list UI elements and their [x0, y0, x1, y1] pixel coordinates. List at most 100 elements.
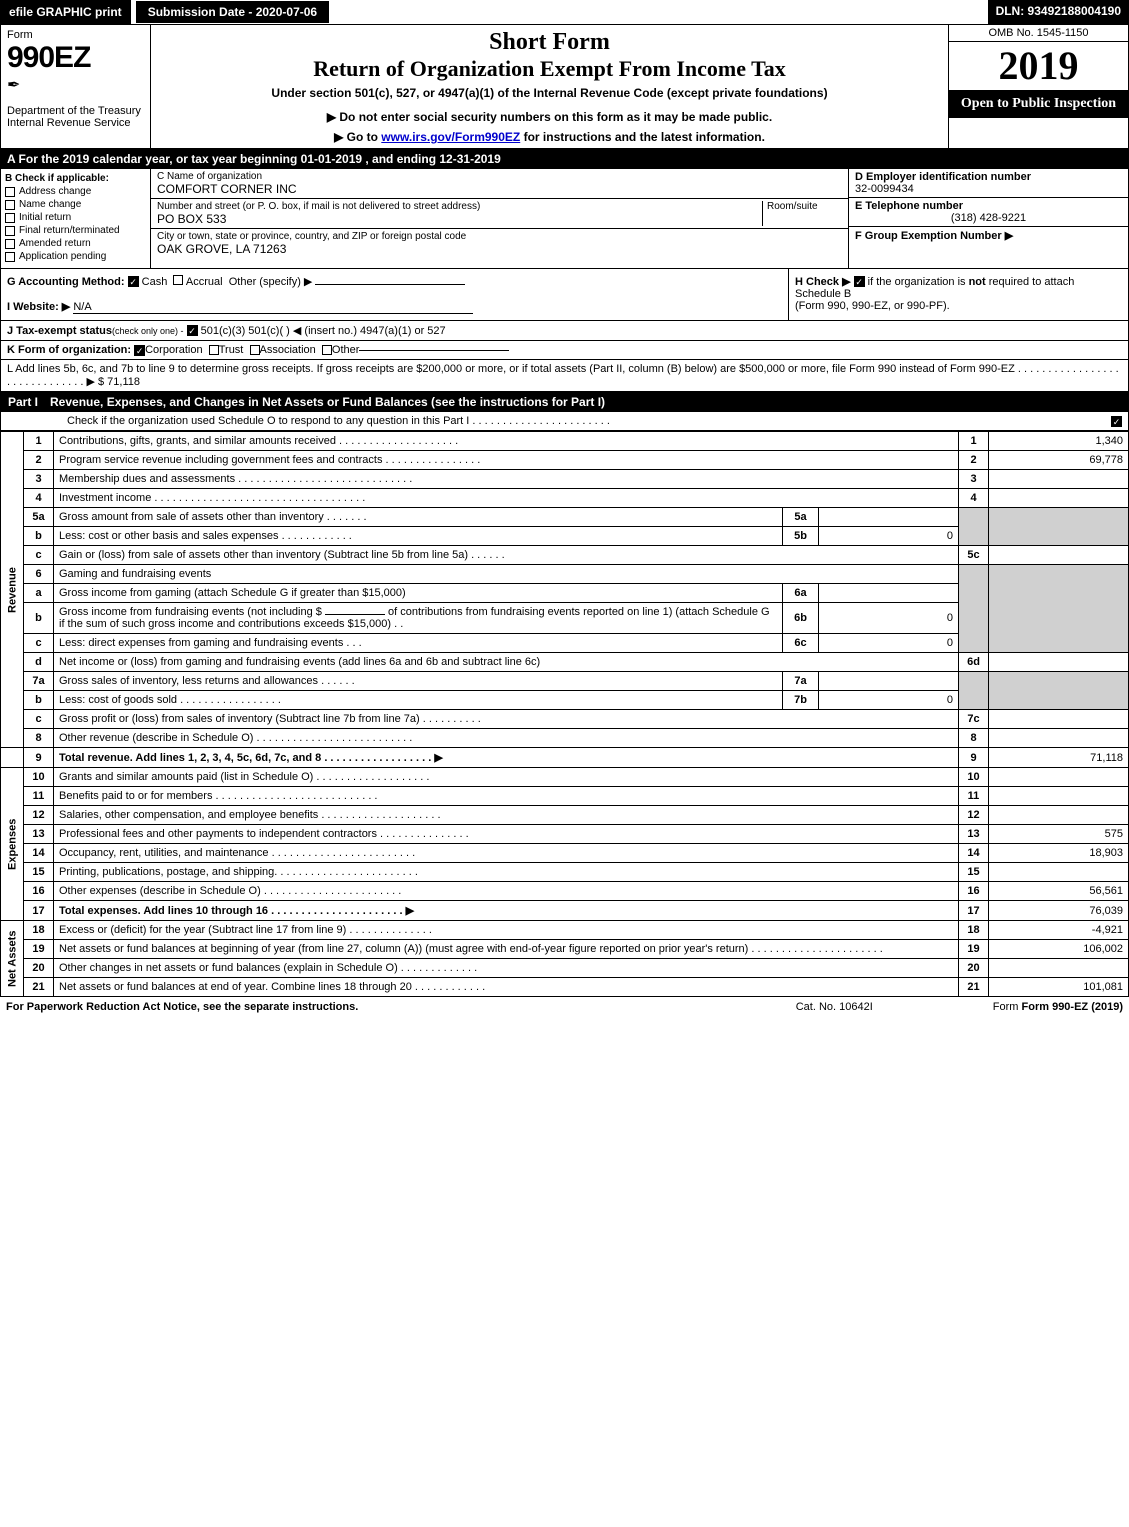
row-19-num: 19: [24, 940, 54, 959]
row-5ab-shade-val: [989, 508, 1129, 546]
line-j-note: (check only one) -: [112, 326, 184, 336]
row-18-num: 18: [24, 921, 54, 940]
checkbox-address-change[interactable]: [5, 187, 15, 197]
row-9-desc: Total revenue. Add lines 1, 2, 3, 4, 5c,…: [54, 748, 959, 768]
row-6c-num: c: [24, 634, 54, 653]
row-6b-d1: Gross income from fundraising events (no…: [59, 606, 325, 618]
line-k: K Form of organization: ✓ Corporation Tr…: [0, 341, 1129, 360]
row-3-desc: Membership dues and assessments . . . . …: [54, 470, 959, 489]
row-14-ln: 14: [959, 844, 989, 863]
part-1-table: Revenue 1 Contributions, gifts, grants, …: [0, 431, 1129, 997]
irs-link[interactable]: www.irs.gov/Form990EZ: [381, 130, 520, 144]
section-b: B Check if applicable: Address change Na…: [1, 169, 151, 268]
checkbox-h[interactable]: ✓: [854, 276, 865, 287]
row-4-desc: Investment income . . . . . . . . . . . …: [54, 489, 959, 508]
row-4-ln: 4: [959, 489, 989, 508]
row-20-val: [989, 959, 1129, 978]
checkbox-final-return[interactable]: [5, 226, 15, 236]
row-16-desc: Other expenses (describe in Schedule O) …: [54, 882, 959, 901]
row-7b-desc: Less: cost of goods sold . . . . . . . .…: [54, 691, 783, 710]
row-12-desc: Salaries, other compensation, and employ…: [54, 806, 959, 825]
label-address-change: Address change: [19, 186, 91, 197]
checkbox-other-org[interactable]: [322, 345, 332, 355]
section-b-title: B Check if applicable:: [5, 173, 146, 184]
opt-trust: Trust: [219, 344, 244, 356]
row-5a-num: 5a: [24, 508, 54, 527]
checkbox-application-pending[interactable]: [5, 252, 15, 262]
row-17-num: 17: [24, 901, 54, 921]
row-18-val: -4,921: [989, 921, 1129, 940]
row-20-num: 20: [24, 959, 54, 978]
row-9-num: 9: [24, 748, 54, 768]
row-19-ln: 19: [959, 940, 989, 959]
row-11-num: 11: [24, 787, 54, 806]
row-21-desc: Net assets or fund balances at end of ye…: [54, 978, 959, 997]
row-21-ln: 21: [959, 978, 989, 997]
checkbox-501c3[interactable]: ✓: [187, 325, 198, 336]
row-7a-num: 7a: [24, 672, 54, 691]
row-21-val: 101,081: [989, 978, 1129, 997]
checkbox-initial-return[interactable]: [5, 213, 15, 223]
room-suite-label: Room/suite: [762, 201, 842, 226]
footer-mid: Cat. No. 10642I: [796, 1001, 873, 1013]
short-form-title: Short Form: [159, 29, 940, 56]
row-20-desc: Other changes in net assets or fund bala…: [54, 959, 959, 978]
row-5c-ln: 5c: [959, 546, 989, 565]
goto-prefix: ▶ Go to: [334, 130, 381, 144]
row-6b-desc: Gross income from fundraising events (no…: [54, 603, 783, 634]
row-5a-desc: Gross amount from sale of assets other t…: [54, 508, 783, 527]
efile-print-button[interactable]: efile GRAPHIC print: [0, 0, 131, 24]
checkbox-cash[interactable]: ✓: [128, 276, 139, 287]
row-14-desc: Occupancy, rent, utilities, and maintena…: [54, 844, 959, 863]
c-street-label: Number and street (or P. O. box, if mail…: [157, 201, 762, 212]
row-13-ln: 13: [959, 825, 989, 844]
opt-cash: Cash: [142, 276, 168, 288]
row-4-num: 4: [24, 489, 54, 508]
e-tel-label: E Telephone number: [855, 200, 1122, 212]
form-label: Form: [7, 29, 144, 41]
line-h-text3: (Form 990, 990-EZ, or 990-PF).: [795, 300, 950, 312]
checkbox-corporation[interactable]: ✓: [134, 345, 145, 356]
row-6a-num: a: [24, 584, 54, 603]
checkbox-name-change[interactable]: [5, 200, 15, 210]
row-3-num: 3: [24, 470, 54, 489]
info-block-bcd: B Check if applicable: Address change Na…: [0, 169, 1129, 269]
row-11-ln: 11: [959, 787, 989, 806]
row-5a-sv: [819, 508, 959, 527]
opt-corporation: Corporation: [145, 344, 202, 356]
checkbox-association[interactable]: [250, 345, 260, 355]
checkbox-trust[interactable]: [209, 345, 219, 355]
row-5c-val: [989, 546, 1129, 565]
lines-g-h-i: G Accounting Method: ✓ Cash Accrual Othe…: [0, 269, 1129, 321]
checkbox-accrual[interactable]: [173, 275, 183, 285]
row-12-ln: 12: [959, 806, 989, 825]
row-9-ln: 9: [959, 748, 989, 768]
row-10-ln: 10: [959, 768, 989, 787]
row-16-num: 16: [24, 882, 54, 901]
row-11-desc: Benefits paid to or for members . . . . …: [54, 787, 959, 806]
row-6d-ln: 6d: [959, 653, 989, 672]
irs-label: Internal Revenue Service: [7, 117, 144, 129]
revenue-label: Revenue: [1, 432, 24, 748]
under-section: Under section 501(c), 527, or 4947(a)(1)…: [159, 86, 940, 100]
open-to-public: Open to Public Inspection: [949, 90, 1128, 118]
checkbox-amended-return[interactable]: [5, 239, 15, 249]
checkbox-schedule-o[interactable]: ✓: [1111, 416, 1122, 427]
row-15-val: [989, 863, 1129, 882]
top-bar: efile GRAPHIC print Submission Date - 20…: [0, 0, 1129, 25]
line-l-text: L Add lines 5b, 6c, and 7b to line 9 to …: [7, 363, 1122, 388]
row-7a-desc: Gross sales of inventory, less returns a…: [54, 672, 783, 691]
line-i-label: I Website: ▶: [7, 301, 70, 313]
header-right: OMB No. 1545-1150 2019 Open to Public In…: [948, 25, 1128, 148]
row-6d-num: d: [24, 653, 54, 672]
row-18-desc: Excess or (deficit) for the year (Subtra…: [54, 921, 959, 940]
row-6b-num: b: [24, 603, 54, 634]
line-j-label: J Tax-exempt status: [7, 325, 112, 337]
ein-value: 32-0099434: [855, 183, 1122, 195]
row-14-num: 14: [24, 844, 54, 863]
row-6c-desc: Less: direct expenses from gaming and fu…: [54, 634, 783, 653]
opt-association: Association: [260, 344, 316, 356]
row-15-desc: Printing, publications, postage, and shi…: [54, 863, 959, 882]
row-7b-num: b: [24, 691, 54, 710]
form-header: Form 990EZ ✒ Department of the Treasury …: [0, 25, 1129, 149]
